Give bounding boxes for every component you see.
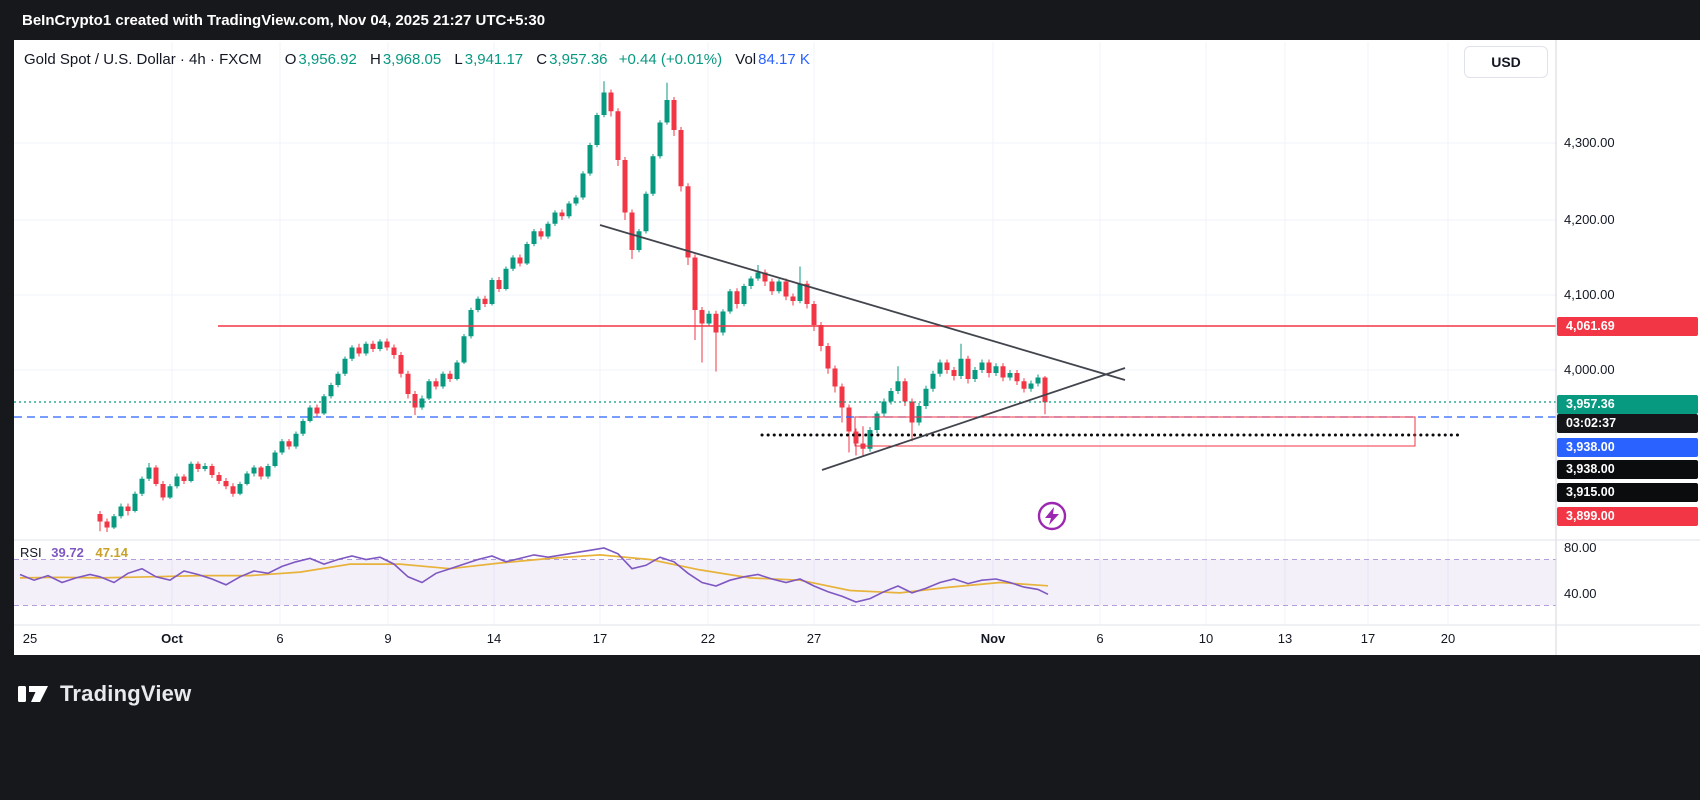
- price-axis-label: 4,300.00: [1564, 135, 1615, 150]
- low-value: 3,941.17: [464, 51, 524, 68]
- price-tag[interactable]: 3,938.00: [1557, 460, 1698, 479]
- time-axis-label: 17: [1360, 631, 1376, 646]
- low-label: L: [454, 51, 463, 68]
- time-axis-label: 20: [1440, 631, 1456, 646]
- rsi-indicator-legend: RSI 39.72 47.14: [20, 545, 128, 560]
- price-axis-label: 4,000.00: [1564, 362, 1615, 377]
- price-tag[interactable]: 4,061.69: [1557, 317, 1698, 336]
- rsi-name: RSI: [20, 545, 42, 560]
- price-tag[interactable]: 3,938.00: [1557, 438, 1698, 457]
- price-tag: 03:02:37: [1557, 414, 1698, 433]
- high-value: 3,968.05: [382, 51, 442, 68]
- close-value: 3,957.36: [549, 51, 608, 68]
- close-label: C: [536, 51, 548, 68]
- time-axis-label: 17: [592, 631, 608, 646]
- price-tag[interactable]: 3,915.00: [1557, 483, 1698, 502]
- tradingview-logo-icon: [18, 686, 48, 702]
- time-axis-label: 10: [1198, 631, 1214, 646]
- time-axis-label: 6: [1096, 631, 1104, 646]
- open-value: 3,956.92: [298, 51, 357, 68]
- price-axis-label: 4,100.00: [1564, 287, 1615, 302]
- header-attribution-text: BeInCrypto1 created with TradingView.com…: [22, 11, 546, 29]
- time-axis-label: Nov: [980, 631, 1006, 646]
- footer-bar: TradingView: [0, 655, 1700, 800]
- price-axis-label: 40.00: [1564, 586, 1597, 601]
- brand-wordmark: TradingView: [60, 681, 192, 706]
- time-axis-label: Oct: [161, 631, 183, 646]
- header-bar: BeInCrypto1 created with TradingView.com…: [0, 0, 1700, 40]
- volume-label: Vol: [735, 51, 757, 68]
- time-axis-label: 13: [1277, 631, 1293, 646]
- chart-background: [14, 40, 1700, 655]
- time-axis-label: 6: [276, 631, 284, 646]
- price-axis-label: 80.00: [1564, 540, 1597, 555]
- price-tag[interactable]: 3,899.00: [1557, 507, 1698, 526]
- price-axis-label: 4,200.00: [1564, 212, 1615, 227]
- currency-toggle-button[interactable]: USD: [1464, 46, 1548, 78]
- volume-value: 84.17 K: [758, 51, 810, 68]
- change-value: +0.44 (+0.01%): [618, 51, 723, 68]
- open-label: O: [284, 51, 297, 68]
- symbol-title[interactable]: Gold Spot / U.S. Dollar · 4h · FXCM: [24, 51, 262, 68]
- tradingview-brand[interactable]: TradingView: [16, 679, 191, 709]
- time-axis-label: 25: [22, 631, 38, 646]
- time-axis-label: 27: [806, 631, 822, 646]
- time-axis-label: 9: [384, 631, 392, 646]
- rsi-value: 39.72: [51, 545, 84, 560]
- rsi-ma-value: 47.14: [95, 545, 129, 560]
- time-axis-label: 14: [486, 631, 502, 646]
- high-label: H: [369, 51, 381, 68]
- price-tag: 3,957.36: [1557, 395, 1698, 414]
- time-axis-label: 22: [700, 631, 716, 646]
- ohlc-legend: Gold Spot / U.S. Dollar · 4h · FXCM O 3,9…: [24, 51, 810, 68]
